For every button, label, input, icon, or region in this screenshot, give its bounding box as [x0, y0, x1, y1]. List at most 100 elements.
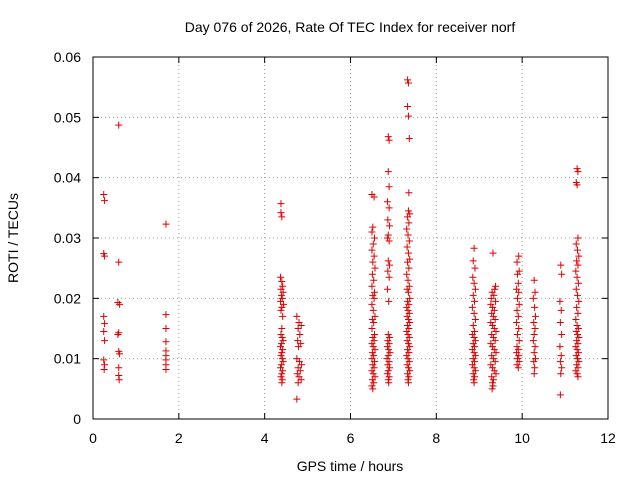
data-point — [573, 370, 581, 378]
data-point — [385, 183, 393, 191]
data-point — [386, 334, 394, 342]
data-point — [404, 213, 412, 221]
data-point — [277, 200, 285, 208]
data-point — [386, 261, 394, 269]
data-point — [513, 331, 521, 339]
data-point — [470, 349, 478, 357]
data-point — [470, 244, 478, 252]
data-point — [491, 358, 499, 366]
data-point — [404, 340, 412, 348]
data-point — [531, 288, 539, 296]
data-point — [279, 282, 287, 290]
data-point — [515, 300, 523, 308]
data-point — [468, 303, 476, 311]
data-point — [384, 337, 392, 345]
data-point — [491, 315, 499, 323]
data-point — [490, 367, 498, 375]
data-point — [471, 373, 479, 381]
data-point — [368, 382, 376, 390]
x-tick-label: 10 — [514, 430, 530, 446]
data-point — [404, 315, 412, 323]
data-point — [405, 373, 413, 381]
data-point — [403, 303, 411, 311]
data-point — [368, 270, 376, 278]
data-point — [403, 285, 411, 293]
data-point — [574, 355, 582, 363]
data-point — [573, 273, 581, 281]
y-tick-label: 0.01 — [54, 351, 81, 367]
data-point — [489, 343, 497, 351]
data-point — [515, 288, 523, 296]
data-point — [368, 282, 376, 290]
data-point — [277, 209, 285, 217]
data-point — [470, 364, 478, 372]
data-point — [293, 395, 301, 403]
data-point — [530, 331, 538, 339]
data-point — [384, 168, 392, 176]
data-point — [404, 355, 412, 363]
x-tick-label: 0 — [89, 430, 97, 446]
data-point — [404, 102, 412, 110]
data-point — [368, 340, 376, 348]
data-point — [470, 309, 478, 317]
data-point — [384, 133, 392, 141]
data-point — [278, 355, 286, 363]
data-point — [572, 240, 580, 248]
data-point — [574, 234, 582, 242]
data-point — [277, 361, 285, 369]
data-point — [115, 329, 123, 337]
data-point — [162, 311, 170, 319]
data-point — [277, 352, 285, 360]
data-point — [101, 252, 109, 260]
data-point — [469, 340, 477, 348]
data-point — [489, 355, 497, 363]
data-point — [403, 243, 411, 251]
data-point — [513, 318, 521, 326]
data-point — [279, 358, 287, 366]
data-point — [470, 279, 478, 287]
data-point — [470, 379, 478, 387]
data-point — [162, 338, 170, 346]
data-point — [468, 346, 476, 354]
data-point — [297, 376, 305, 384]
x-axis-label: GPS time / hours — [297, 458, 404, 474]
data-point — [468, 331, 476, 339]
data-point — [405, 237, 413, 245]
data-point — [492, 297, 500, 305]
data-point — [294, 337, 302, 345]
data-point — [404, 249, 412, 257]
data-point — [371, 264, 379, 272]
data-point — [557, 352, 565, 360]
data-point — [404, 231, 412, 239]
data-point — [371, 331, 379, 339]
data-point — [557, 306, 565, 314]
data-point — [471, 264, 479, 272]
y-axis-label: ROTI / TECUs — [5, 193, 21, 283]
data-point — [573, 165, 581, 173]
data-point — [405, 134, 413, 142]
data-point — [469, 257, 477, 265]
data-point — [513, 258, 521, 266]
data-point — [573, 361, 581, 369]
data-point — [368, 228, 376, 236]
data-point — [489, 312, 497, 320]
data-point — [575, 297, 583, 305]
data-point — [470, 334, 478, 342]
data-point — [530, 358, 538, 366]
data-point — [492, 370, 500, 378]
data-point — [515, 252, 523, 260]
data-point — [513, 270, 521, 278]
data-point — [558, 270, 566, 278]
data-point — [515, 352, 523, 360]
data-point — [101, 337, 109, 345]
data-point — [100, 191, 108, 199]
data-point — [403, 337, 411, 345]
data-point — [369, 223, 377, 231]
data-point — [488, 352, 496, 360]
data-point — [574, 246, 582, 254]
data-point — [487, 294, 495, 302]
y-tick-label: 0 — [73, 411, 81, 427]
data-point — [384, 267, 392, 275]
data-point — [369, 334, 377, 342]
data-point — [404, 112, 412, 120]
